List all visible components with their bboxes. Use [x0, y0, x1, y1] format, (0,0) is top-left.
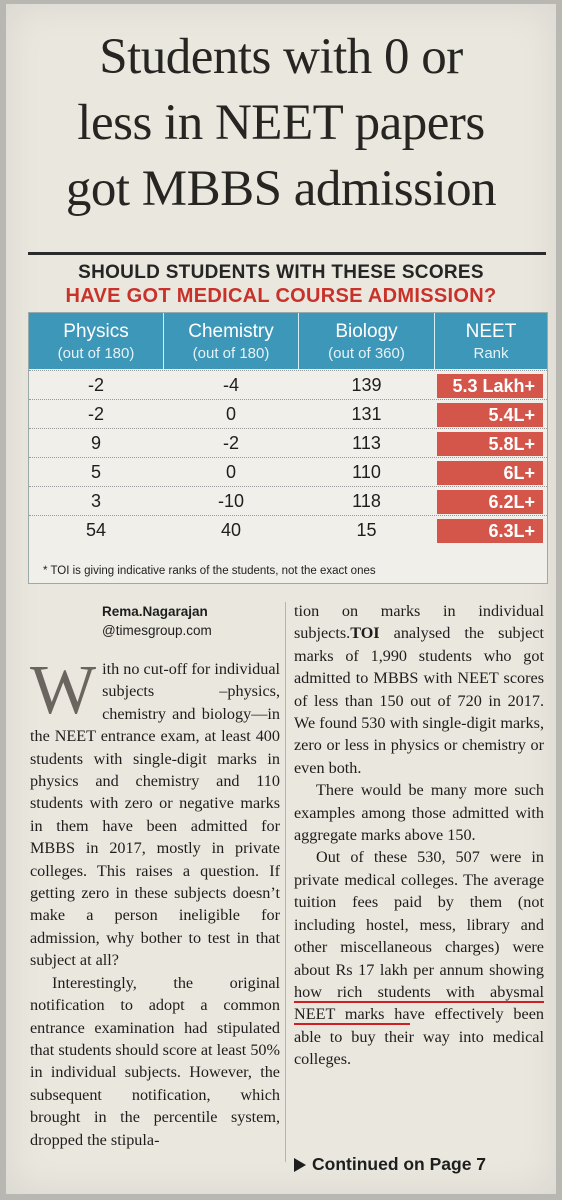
- cell-biology: 118: [352, 491, 381, 511]
- cell-neet-rank: 5.8L+: [437, 432, 543, 456]
- author-name: Rema.Nagarajan: [102, 604, 208, 619]
- continued-link: Continued on Page 7: [294, 1154, 486, 1175]
- paragraph-text: ith no cut-off for individual subjects –…: [30, 660, 280, 970]
- header-title: Chemistry: [188, 321, 274, 342]
- cell-biology: 139: [351, 375, 382, 395]
- paragraph-text: tion on marks in individual subjects.: [294, 602, 544, 643]
- header-physics: Physics (out of 180): [29, 313, 163, 369]
- cell-chemistry: -2: [222, 433, 239, 453]
- paragraph-text: ve effectively been able to buy their wa…: [294, 1005, 544, 1069]
- header-title: NEET: [465, 321, 517, 342]
- header-subtitle: Rank: [473, 345, 509, 362]
- byline: Rema.Nagarajan @timesgroup.com: [102, 602, 212, 640]
- cell-chemistry: -4: [222, 375, 239, 395]
- article-paragraph: There would be many more such examples a…: [294, 781, 544, 845]
- header-biology: Biology (out of 360): [299, 313, 434, 369]
- article-paragraph: Out of these 530, 507 were in private me…: [294, 846, 544, 1070]
- header-subtitle: (out of 180): [57, 345, 135, 362]
- scores-table: Physics (out of 180) Chemistry (out of 1…: [28, 312, 548, 584]
- cell-neet-rank: 6.3L+: [437, 519, 543, 543]
- toi-mention: TOI: [350, 624, 380, 643]
- cell-physics: 9: [90, 433, 101, 453]
- cell-neet-rank: 5.3 Lakh+: [437, 374, 543, 398]
- cell-chemistry: 0: [225, 404, 236, 424]
- column-divider: [298, 313, 299, 369]
- table-row: 9 -2 113 5.8L+: [29, 428, 547, 458]
- article-paragraph: Interestingly, the original notification…: [30, 973, 280, 1149]
- cell-physics: 5: [90, 462, 101, 482]
- cell-neet-rank: 6L+: [437, 461, 543, 485]
- column-divider: [163, 313, 164, 369]
- kicker-line-1: SHOULD STUDENTS WITH THESE SCORES: [78, 262, 484, 283]
- cell-chemistry: 0: [225, 462, 236, 482]
- table-row: 3 -10 118 6.2L+: [29, 486, 547, 516]
- table-footnote: * TOI is giving indicative ranks of the …: [43, 565, 376, 577]
- play-arrow-icon: [294, 1158, 306, 1173]
- dropcap: W: [30, 652, 97, 729]
- table-row: -2 -4 139 5.3 Lakh+: [29, 370, 547, 400]
- headline-line-2: less in NEET papers: [77, 95, 485, 151]
- table-row: 54 40 15 6.3L+: [29, 515, 547, 545]
- cell-physics: 54: [85, 520, 107, 540]
- table-row: -2 0 131 5.4L+: [29, 399, 547, 429]
- headline: Students with 0 or less in NEET papers g…: [16, 24, 546, 222]
- paragraph-text: Out of these 530, 507 were in private me…: [294, 848, 544, 979]
- cell-physics: -2: [87, 375, 104, 395]
- section-rule: [28, 252, 546, 255]
- header-subtitle: (out of 360): [328, 345, 405, 362]
- kicker-line-2: HAVE GOT MEDICAL COURSE ADMISSION?: [65, 285, 497, 307]
- column-gutter: [285, 602, 286, 1162]
- headline-line-1: Students with 0 or: [99, 29, 463, 85]
- header-neet-rank: NEET Rank: [435, 313, 547, 369]
- cell-physics: 3: [90, 491, 101, 511]
- paragraph-text: analysed the subject marks of 1,990 stud…: [294, 624, 544, 777]
- cell-biology: 131: [351, 404, 382, 424]
- table-row: 5 0 110 6L+: [29, 457, 547, 487]
- header-title: Biology: [335, 321, 398, 342]
- red-underlined-text: how rich students with abysmal NEET mark…: [294, 982, 544, 1026]
- author-handle: @timesgroup.com: [102, 623, 212, 638]
- column-divider: [434, 313, 435, 369]
- cell-chemistry: 40: [220, 520, 242, 540]
- cell-biology: 110: [352, 462, 381, 482]
- headline-line-3: got MBBS admission: [65, 161, 497, 217]
- cell-chemistry: -10: [217, 491, 244, 511]
- table-header: Physics (out of 180) Chemistry (out of 1…: [29, 313, 547, 369]
- header-chemistry: Chemistry (out of 180): [164, 313, 298, 369]
- header-subtitle: (out of 180): [192, 345, 270, 362]
- newspaper-clipping: Students with 0 or less in NEET papers g…: [6, 4, 556, 1194]
- continued-label: Continued on Page 7: [312, 1154, 487, 1174]
- cell-biology: 15: [356, 520, 377, 540]
- cell-biology: 113: [352, 433, 381, 453]
- article-column-right: tion on marks in individual subjects.TOI…: [294, 600, 544, 1071]
- cell-neet-rank: 5.4L+: [437, 403, 543, 427]
- cell-neet-rank: 6.2L+: [437, 490, 543, 514]
- article-paragraph: tion on marks in individual subjects.TOI…: [294, 600, 544, 779]
- cell-physics: -2: [87, 404, 104, 424]
- header-title: Physics: [63, 321, 129, 342]
